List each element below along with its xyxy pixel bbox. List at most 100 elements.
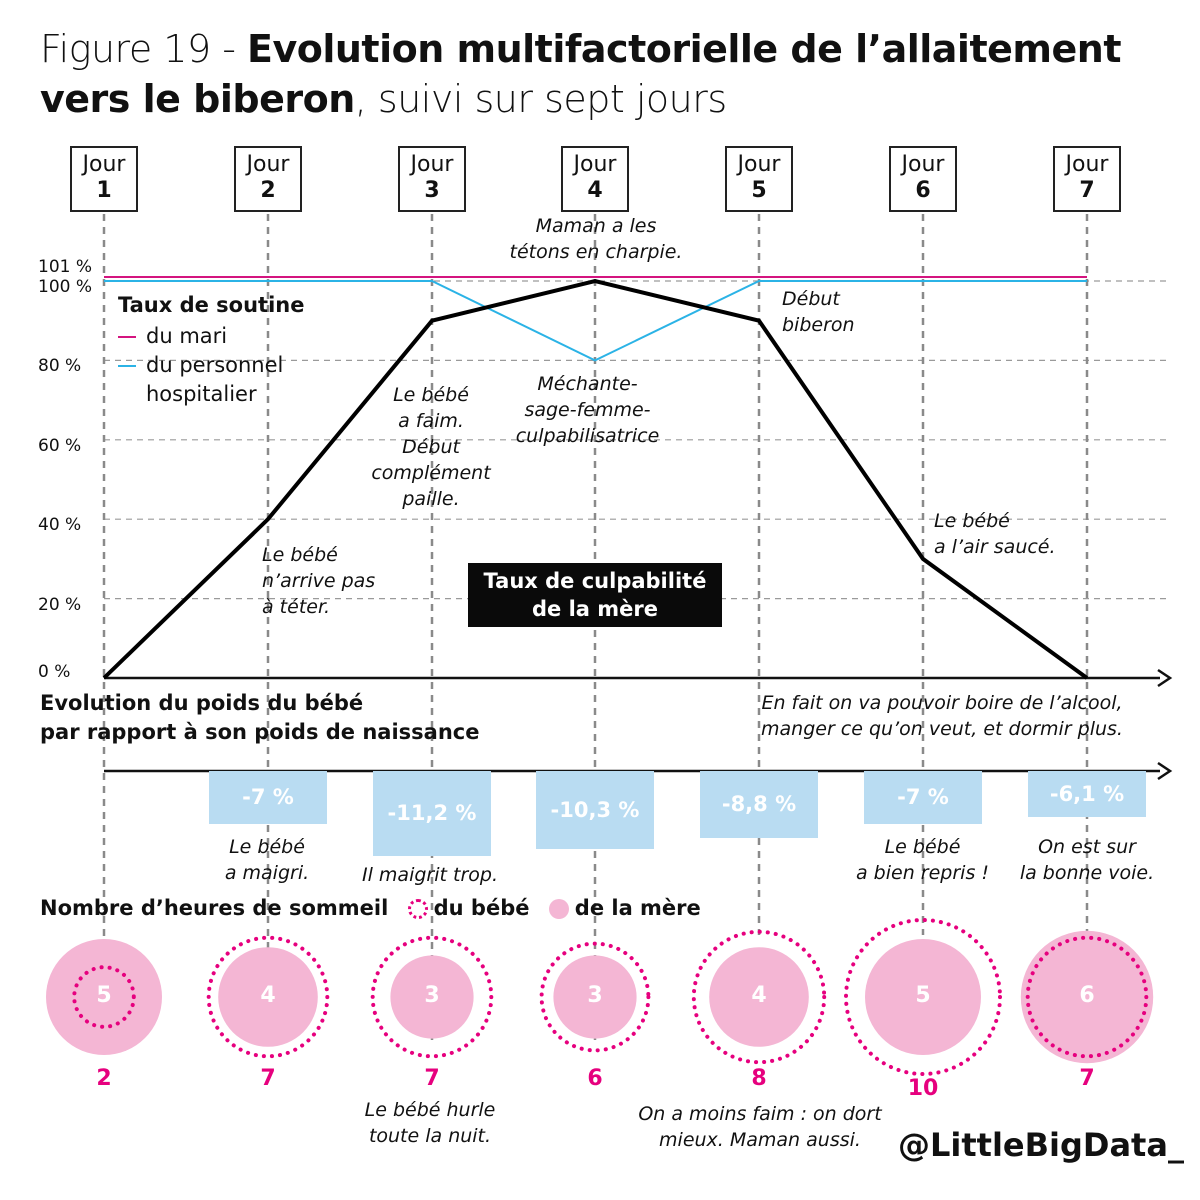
annotation-line: paille.: [402, 488, 460, 510]
weight-note-day6: Le bébé a bien repris !: [840, 834, 1005, 886]
guilt-line: [102, 278, 1089, 680]
mother-sleep-circle: [553, 955, 637, 1039]
day-box-3: Jour 3: [398, 146, 466, 212]
sleep-legend: Nombre d’heures de sommeil du bébé de la…: [40, 896, 701, 920]
baby-sleep-value: 10: [907, 1076, 939, 1101]
guilt-label-line: Taux de culpabilité: [483, 569, 707, 593]
weight-bar: -7 %: [209, 771, 327, 825]
day-label: Jour: [410, 152, 454, 177]
annotation-line: la bonne voie.: [1019, 862, 1155, 884]
day-number: 3: [424, 178, 440, 203]
sleep-note-day3: Le bébé hurle toute la nuit.: [345, 1097, 515, 1149]
credit-handle: @LittleBigData_: [898, 1126, 1184, 1164]
weight-note-day2: Le bébé a maigri.: [192, 834, 342, 886]
mother-sleep-value: 6: [1079, 983, 1095, 1008]
annotation-line: Le bébé hurle: [364, 1099, 496, 1121]
title-main-2: vers le biberon: [40, 77, 355, 121]
weight-bar: -11,2 %: [373, 771, 491, 857]
annotation-line: a faim.: [398, 410, 464, 432]
x-axis-arrow: [1157, 668, 1173, 688]
annotation-line: Maman a les: [535, 215, 657, 237]
mother-sleep-circle: [46, 939, 162, 1055]
baby-sleep-circle: [72, 965, 136, 1029]
annotation-line: tétons en charpie.: [509, 241, 683, 263]
weight-axis-arrow: [1157, 761, 1173, 781]
mother-sleep-value: 5: [96, 983, 112, 1008]
annotation-line: biberon: [782, 314, 855, 336]
annotation-line: manger ce qu’on veut, et dormir plus.: [761, 718, 1123, 740]
legend-item-husband: du mari: [118, 322, 227, 351]
weight-bar: -8,8 %: [700, 771, 818, 838]
baby-sleep-value: 2: [96, 1066, 112, 1091]
y-tick-label: 60 %: [38, 436, 82, 456]
annotation-line: Le bébé: [393, 384, 469, 406]
y-tick-label: 20 %: [38, 595, 82, 615]
y-tick-label: 80 %: [38, 356, 82, 376]
guilt-label-line: de la mère: [532, 597, 658, 621]
sleep-section-title: Nombre d’heures de sommeil: [40, 896, 389, 920]
weight-bar: -10,3 %: [536, 771, 654, 850]
mother-sleep-value: 3: [587, 983, 603, 1008]
annotation-day4-top: Maman a les tétons en charpie.: [496, 213, 696, 265]
day-box-7: Jour 7: [1053, 146, 1121, 212]
annotation-line: sage-femme-: [524, 399, 651, 421]
day-label: Jour: [737, 152, 781, 177]
annotation-day5: Début biberon: [782, 286, 855, 338]
legend-swatch-husband: [118, 336, 136, 338]
annotation-day3: Le bébé a faim. Début complément paille.: [356, 382, 506, 512]
day-number: 2: [260, 178, 276, 203]
y-tick-label: 100 %: [38, 277, 93, 297]
y-tick-label: 101 %: [38, 257, 93, 277]
baby-sleep-symbol: [407, 899, 428, 919]
annotation-line: n’arrive pas: [262, 570, 376, 592]
legend-label-husband: du mari: [146, 324, 228, 348]
mother-sleep-circle: [218, 947, 318, 1047]
legend-item-staff: du personnel: [118, 351, 283, 380]
day-label: Jour: [246, 152, 290, 177]
day-label: Jour: [82, 152, 126, 177]
guilt-series-label: Taux de culpabilité de la mère: [468, 563, 722, 627]
day-box-4: Jour 4: [561, 146, 629, 212]
annotation-line: Le bébé: [934, 510, 1010, 532]
day-box-1: Jour 1: [70, 146, 138, 212]
y-tick-label: 0 %: [38, 662, 71, 682]
day-box-5: Jour 5: [725, 146, 793, 212]
mother-sleep-symbol: [548, 899, 569, 919]
day-number: 5: [751, 178, 767, 203]
title-line-1: Figure 19 - Evolution multifactorielle d…: [40, 26, 1121, 72]
title-suffix: , suivi sur sept jours: [354, 77, 727, 121]
baby-sleep-value: 7: [424, 1066, 440, 1091]
weight-note-day3: Il maigrit trop.: [362, 864, 498, 886]
day-number: 4: [587, 178, 603, 203]
annotation-line: a maigri.: [224, 862, 310, 884]
y-tick-label: 40 %: [38, 515, 82, 535]
day-number: 1: [96, 178, 112, 203]
annotation-day6: Le bébé a l’air saucé.: [934, 508, 1056, 560]
annotation-line: Le bébé: [262, 544, 338, 566]
legend-title: Taux de soutine: [118, 293, 305, 317]
annotation-line: Méchante-: [537, 373, 638, 395]
annotation-line: En fait on va pouvoir boire de l’alcool,: [761, 692, 1123, 714]
baby-sleep-circle: [370, 935, 494, 1059]
staff-support-line: [104, 280, 1087, 362]
annotation-line: à téter.: [262, 596, 331, 618]
annotation-line: complément: [371, 462, 491, 484]
mother-sleep-circle: [1020, 930, 1154, 1064]
annotation-line: toute la nuit.: [368, 1125, 492, 1147]
annotation-line: On a moins faim : on dort: [638, 1103, 882, 1125]
day-label: Jour: [901, 152, 945, 177]
annotation-line: On est sur: [1038, 836, 1136, 858]
weight-title-line: par rapport à son poids de naissance: [40, 720, 480, 744]
annotation-day2: Le bébé n’arrive pas à téter.: [262, 542, 375, 620]
annotation-line: Début: [402, 436, 460, 458]
weight-section-title: Evolution du poids du bébé par rapport à …: [40, 689, 479, 747]
day-box-2: Jour 2: [234, 146, 302, 212]
baby-sleep-circle: [539, 941, 651, 1053]
annotation-line: mieux. Maman aussi.: [659, 1129, 861, 1151]
weight-bar: -7 %: [864, 771, 982, 825]
legend-label-staff-2: hospitalier: [146, 382, 257, 406]
annotation-line: Le bébé: [229, 836, 305, 858]
annotation-line: Le bébé: [884, 836, 961, 858]
mother-sleep-circle: [865, 939, 981, 1055]
